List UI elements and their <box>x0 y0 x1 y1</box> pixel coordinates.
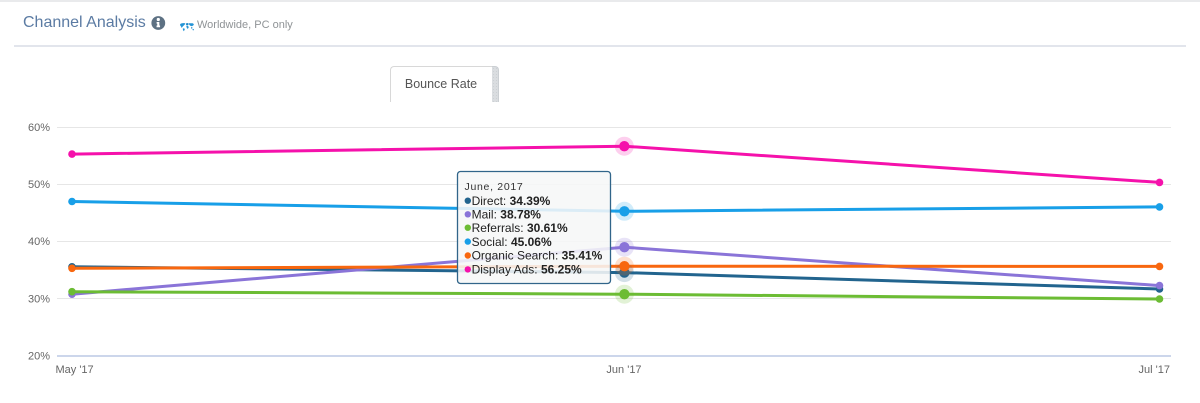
svg-text:June, 2017: June, 2017 <box>465 181 524 193</box>
svg-text:Mail: 38.78%: Mail: 38.78% <box>472 208 542 222</box>
svg-text:Direct: 34.39%: Direct: 34.39% <box>472 194 551 208</box>
svg-text:Social: 45.06%: Social: 45.06% <box>472 235 552 249</box>
svg-text:Jul '17: Jul '17 <box>1139 364 1170 376</box>
svg-text:Referrals: 30.61%: Referrals: 30.61% <box>472 221 568 235</box>
svg-text:30%: 30% <box>28 293 50 305</box>
svg-text:50%: 50% <box>28 179 50 191</box>
svg-text:Organic Search: 35.41%: Organic Search: 35.41% <box>472 249 603 263</box>
svg-text:Display Ads: 56.25%: Display Ads: 56.25% <box>472 263 582 277</box>
svg-text:40%: 40% <box>28 236 50 248</box>
svg-text:Jun '17: Jun '17 <box>606 364 641 376</box>
svg-text:May '17: May '17 <box>56 364 94 376</box>
svg-text:60%: 60% <box>28 122 50 134</box>
svg-text:20%: 20% <box>28 350 50 362</box>
